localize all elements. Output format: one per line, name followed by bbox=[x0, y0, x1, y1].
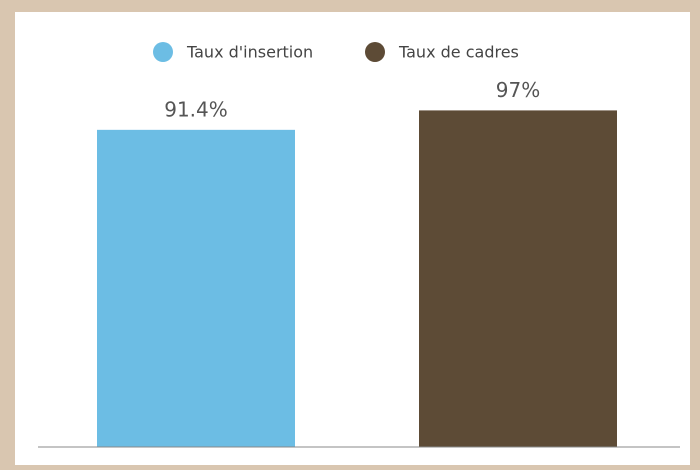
legend-label: Taux d'insertion bbox=[186, 43, 313, 62]
data-label: 97% bbox=[496, 78, 540, 102]
data-label: 91.4% bbox=[164, 97, 228, 121]
bar bbox=[419, 110, 617, 447]
legend-label: Taux de cadres bbox=[398, 43, 519, 62]
legend-marker bbox=[153, 42, 173, 62]
legend-marker bbox=[365, 42, 385, 62]
bar bbox=[97, 129, 295, 448]
